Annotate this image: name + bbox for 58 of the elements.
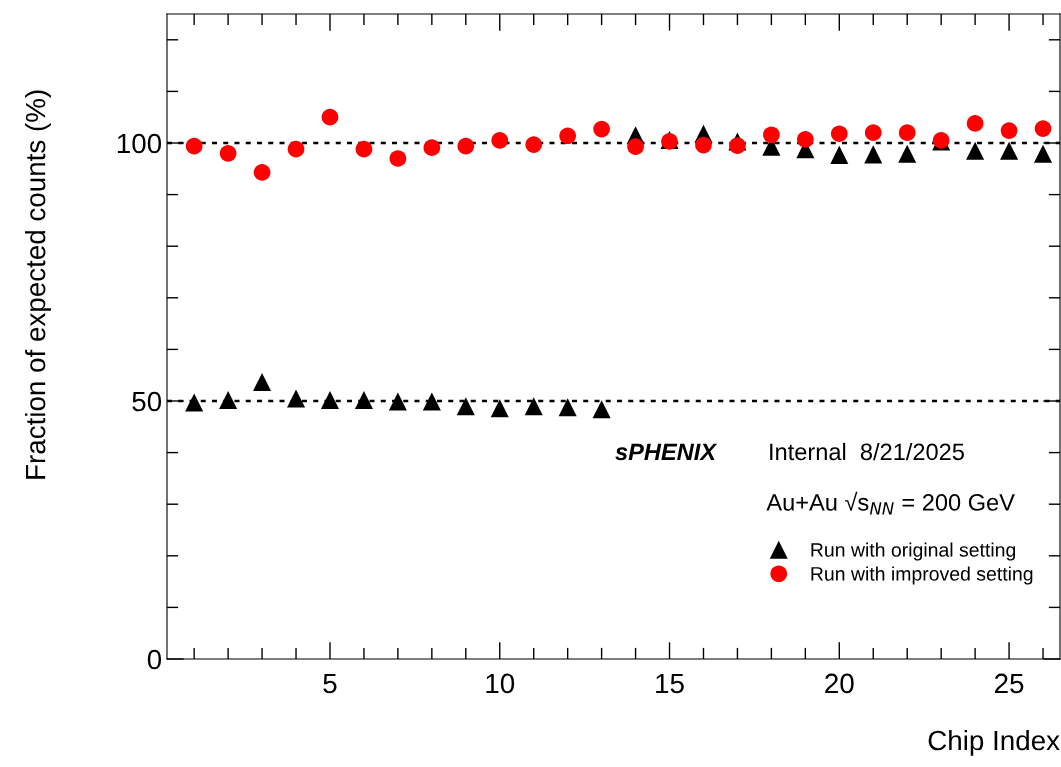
point bbox=[1000, 122, 1018, 139]
point bbox=[966, 115, 984, 132]
point bbox=[354, 390, 373, 409]
point bbox=[797, 131, 814, 148]
point bbox=[1000, 141, 1019, 160]
point bbox=[457, 137, 475, 155]
point bbox=[219, 144, 237, 162]
x-axis-title: Chip Index bbox=[928, 729, 1060, 756]
legend-label: Run with original setting bbox=[811, 542, 1016, 561]
point bbox=[627, 138, 644, 155]
point bbox=[321, 108, 339, 126]
point bbox=[456, 397, 475, 416]
x-tick-label: 25 bbox=[995, 673, 1024, 694]
point bbox=[864, 145, 883, 164]
point bbox=[763, 126, 780, 144]
point bbox=[287, 389, 306, 408]
point bbox=[525, 136, 543, 153]
legend-label: Run with improved setting bbox=[811, 566, 1033, 585]
point bbox=[898, 144, 917, 163]
point bbox=[1033, 144, 1053, 163]
point bbox=[524, 397, 543, 416]
point bbox=[1034, 120, 1052, 137]
point bbox=[388, 392, 407, 411]
point bbox=[695, 136, 712, 154]
point bbox=[830, 125, 848, 143]
y-tick-label: 50 bbox=[132, 391, 162, 412]
point bbox=[253, 372, 272, 391]
point bbox=[864, 124, 882, 142]
y-tick-label: 100 bbox=[117, 133, 162, 154]
point bbox=[253, 164, 271, 181]
point bbox=[287, 140, 305, 158]
annotation: Internal 8/21/2025 bbox=[770, 442, 964, 461]
point bbox=[729, 137, 746, 154]
point bbox=[320, 390, 340, 409]
point bbox=[558, 398, 577, 417]
point bbox=[423, 139, 441, 156]
point bbox=[559, 127, 576, 145]
point bbox=[830, 145, 849, 164]
point bbox=[491, 132, 509, 149]
annotation: sPHENIX bbox=[615, 443, 718, 461]
point bbox=[185, 137, 203, 155]
point bbox=[490, 399, 509, 418]
point bbox=[966, 141, 985, 160]
x-tick-label: 10 bbox=[486, 673, 515, 694]
x-tick-label: 15 bbox=[656, 673, 684, 694]
annotation: Au+Au √s$_{NN}$ = 200 GeV bbox=[766, 491, 1015, 515]
y-axis-title: Fraction of expected counts (%) bbox=[25, 90, 51, 479]
y-tick-label: 0 bbox=[147, 649, 162, 670]
x-tick-label: 20 bbox=[825, 673, 854, 694]
point bbox=[593, 120, 610, 138]
point bbox=[355, 140, 373, 158]
point bbox=[185, 393, 204, 412]
x-tick-label: 5 bbox=[323, 673, 337, 694]
point bbox=[389, 150, 407, 167]
point bbox=[592, 400, 611, 419]
point bbox=[422, 392, 441, 411]
point bbox=[898, 124, 916, 142]
point bbox=[219, 390, 238, 409]
